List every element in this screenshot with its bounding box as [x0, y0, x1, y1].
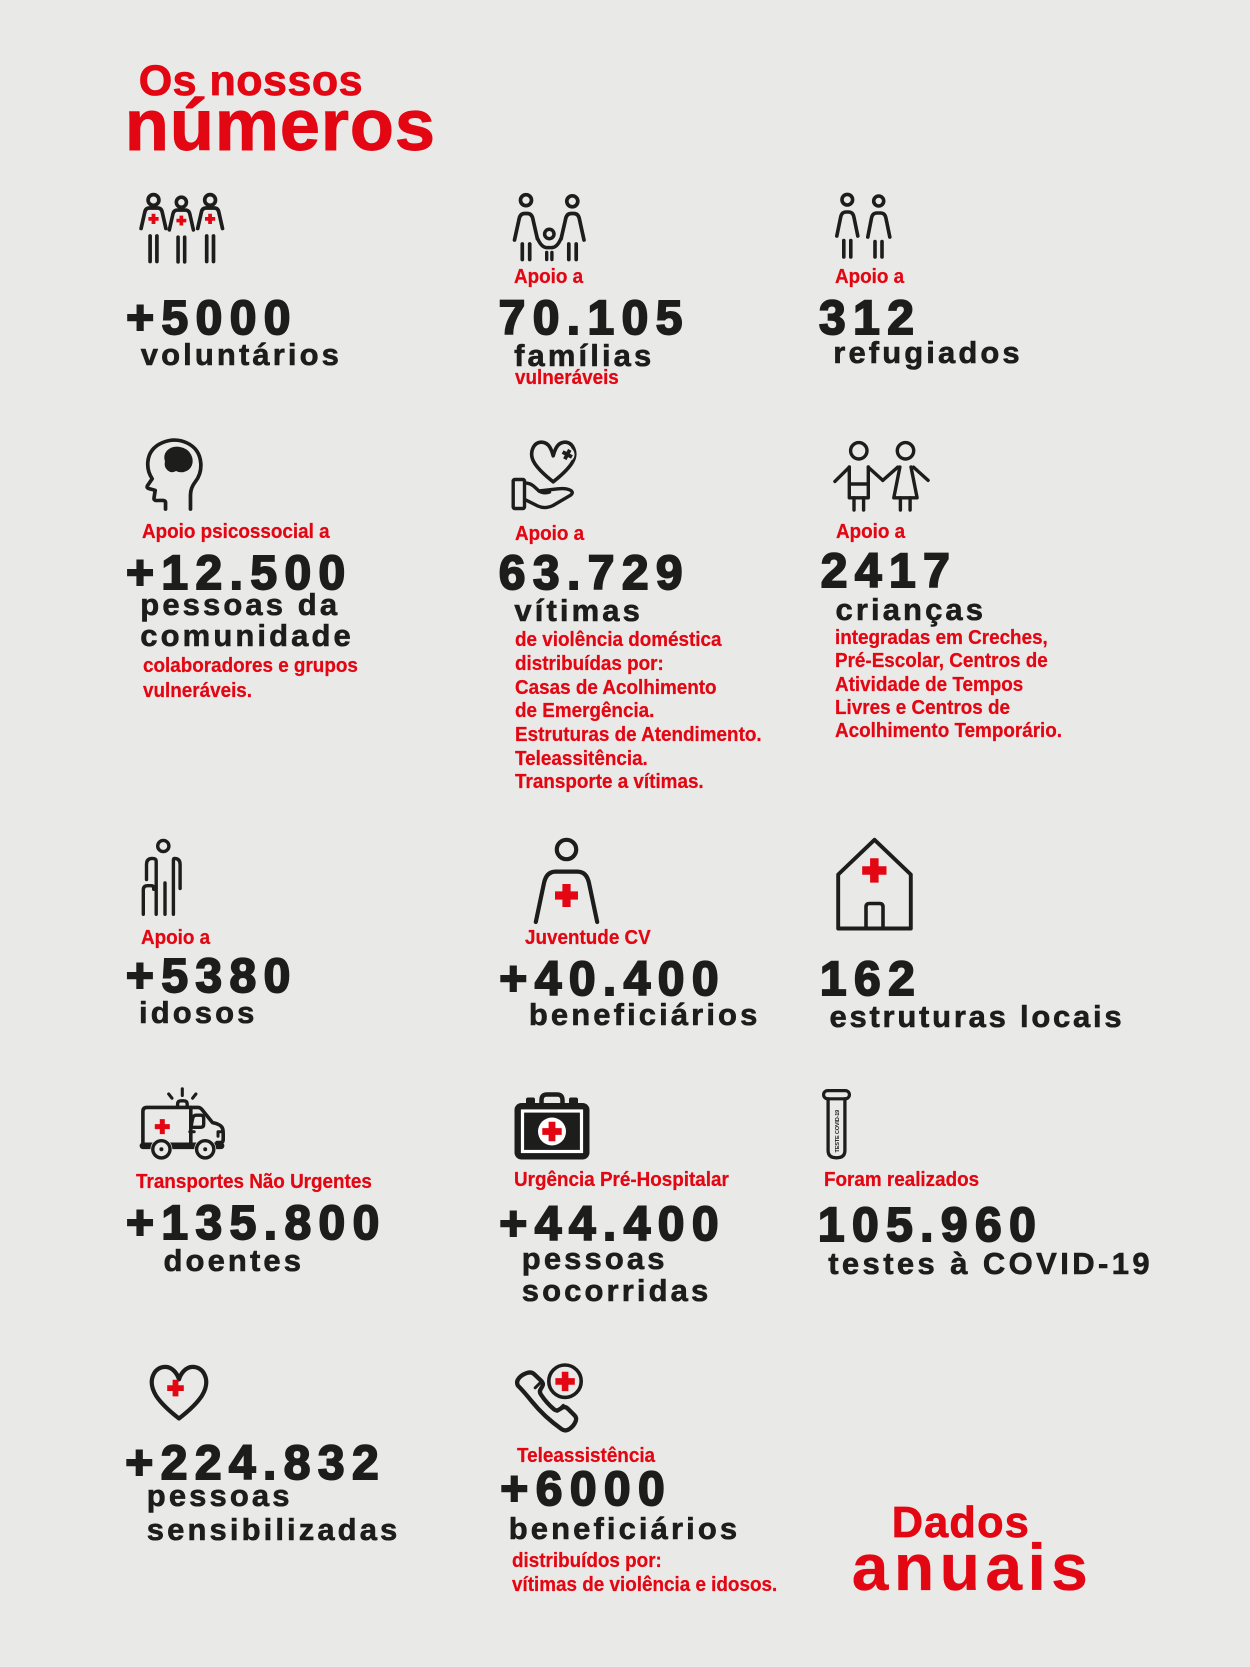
svg-text:TESTE COVID-19: TESTE COVID-19 — [835, 1110, 841, 1153]
